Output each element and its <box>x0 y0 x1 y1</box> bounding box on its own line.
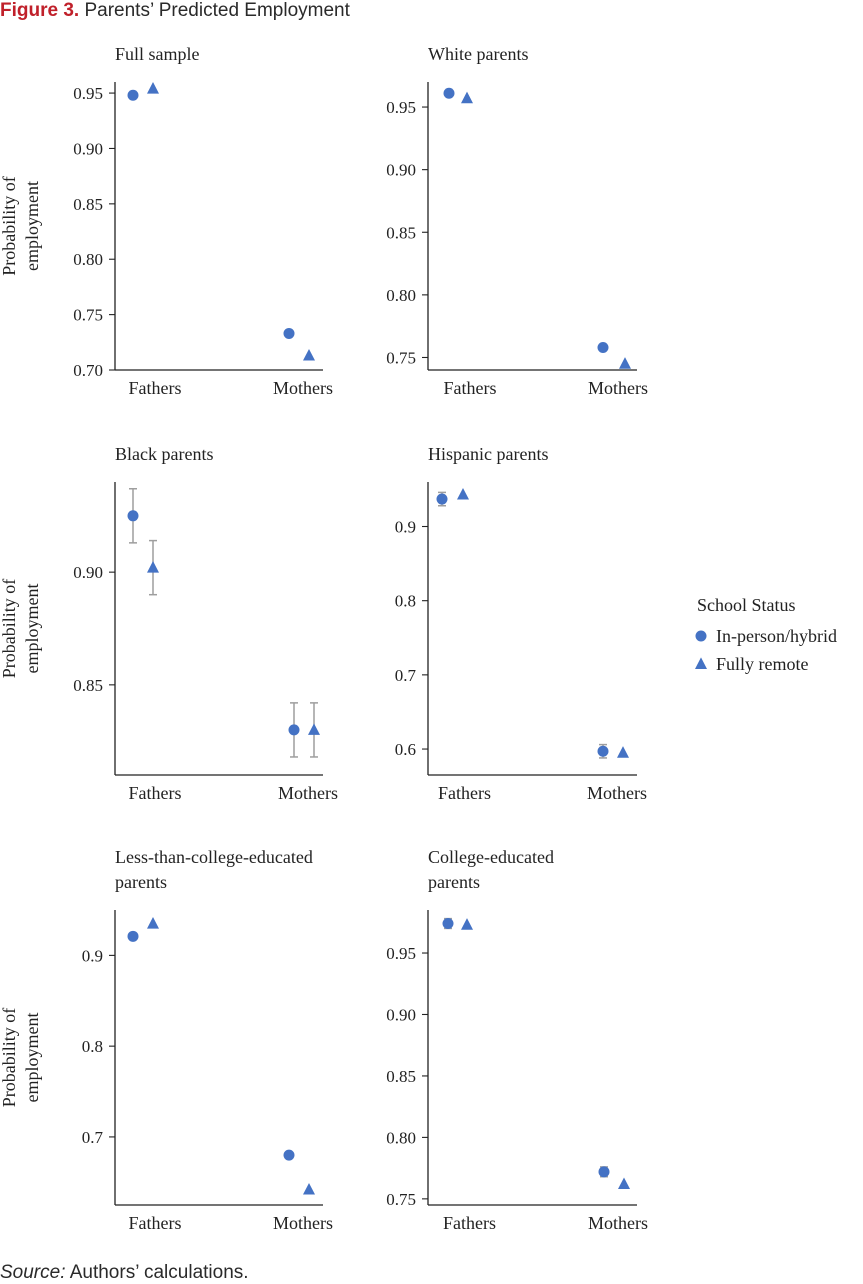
panel-title: Hispanic parents <box>428 444 548 464</box>
x-category-label: Fathers <box>443 1213 496 1233</box>
data-point-circle <box>442 918 454 930</box>
y-tick-label: 0.90 <box>73 139 103 158</box>
y-tick-label: 0.80 <box>386 1128 416 1147</box>
x-category-label: Mothers <box>273 1213 333 1233</box>
panel-2: White parents 0.75 0.80 0.85 0.90 0.95 Fathers… <box>386 44 648 398</box>
source-text: Authors’ calculations. <box>65 1262 249 1283</box>
data-point-circle <box>283 1149 295 1161</box>
y-axis-label-line: Probability of <box>0 579 19 679</box>
y-tick-label: 0.90 <box>386 1005 416 1024</box>
panel-title: parents <box>115 872 167 892</box>
data-point-triangle <box>457 488 469 500</box>
x-category-label: Mothers <box>278 783 338 803</box>
y-tick-label: 0.75 <box>73 306 103 325</box>
legend: School Status In-person/hybrid Fully remot… <box>695 595 837 674</box>
x-category-label: Fathers <box>129 783 182 803</box>
y-axis-label-line: employment <box>22 584 42 674</box>
legend-marker-triangle <box>695 657 707 669</box>
data-point-triangle <box>308 723 320 735</box>
panel-6: College-educated parents 0.75 0.80 0.85 0.90 0… <box>386 847 648 1233</box>
y-tick-label: 0.95 <box>73 84 103 103</box>
y-tick-label: 0.85 <box>386 223 416 242</box>
y-axis-label-line: employment <box>22 181 42 271</box>
y-tick-label: 0.75 <box>386 348 416 367</box>
panel-4: Hispanic parents 0.6 0.7 0.8 0.9 Fathers Mothe… <box>395 444 647 803</box>
figure-label: Figure 3. <box>0 0 80 21</box>
legend-item-label: In-person/hybrid <box>716 626 837 646</box>
data-point-triangle <box>147 82 159 94</box>
data-point-triangle <box>147 917 159 929</box>
data-point-circle <box>127 89 139 101</box>
y-tick-label: 0.9 <box>82 946 103 965</box>
y-axis-label-line: Probability of <box>0 1008 19 1108</box>
x-category-label: Mothers <box>587 783 647 803</box>
data-point-triangle <box>617 746 629 758</box>
x-category-label: Fathers <box>444 378 497 398</box>
data-point-circle <box>127 510 139 522</box>
data-point-circle <box>597 745 609 757</box>
x-category-label: Fathers <box>129 1213 182 1233</box>
y-tick-label: 0.6 <box>395 740 416 759</box>
panel-title: White parents <box>428 44 528 64</box>
legend-title: School Status <box>697 595 796 615</box>
data-point-circle <box>283 327 295 339</box>
y-tick-label: 0.70 <box>73 361 103 380</box>
x-category-label: Fathers <box>438 783 491 803</box>
y-tick-label: 0.95 <box>386 944 416 963</box>
data-point-circle <box>288 724 300 736</box>
x-category-label: Mothers <box>273 378 333 398</box>
data-point-triangle <box>461 91 473 104</box>
y-tick-label: 0.85 <box>386 1067 416 1086</box>
data-point-triangle <box>303 349 315 361</box>
x-category-label: Mothers <box>588 378 648 398</box>
y-axis-label: Probability of employment <box>0 176 42 276</box>
y-tick-label: 0.95 <box>386 98 416 117</box>
data-point-circle <box>598 1166 610 1178</box>
y-tick-label: 0.85 <box>73 195 103 214</box>
y-tick-label: 0.90 <box>386 161 416 180</box>
figure-title-text: Parents’ Predicted Employment <box>84 0 350 21</box>
y-tick-label: 0.8 <box>395 592 416 611</box>
y-axis-label: Probability of employment <box>0 1008 42 1108</box>
data-point-circle <box>436 493 448 505</box>
panel-title: Less-than-college-educated <box>115 847 313 867</box>
x-category-label: Fathers <box>129 378 182 398</box>
y-tick-label: 0.90 <box>73 563 103 582</box>
panel-title: Black parents <box>115 444 213 464</box>
panel-5: Less-than-college-educated parents 0.7 0.8 0… <box>0 847 333 1233</box>
data-point-triangle <box>618 1177 630 1190</box>
panel-1: Full sample 0.70 0.75 0.80 0.85 0.90 0.95 Fathe… <box>0 44 333 398</box>
y-tick-label: 0.80 <box>73 250 103 269</box>
y-tick-label: 0.8 <box>82 1037 103 1056</box>
y-axis-label-line: Probability of <box>0 176 19 276</box>
figure-title: Figure 3. Parents’ Predicted Employment <box>0 0 350 22</box>
panel-3: Black parents 0.85 0.90 Fathers Mothers Proba… <box>0 444 338 803</box>
data-point-triangle <box>461 918 473 930</box>
y-axis-label-line: employment <box>22 1013 42 1103</box>
panel-title: College-educated <box>428 847 554 867</box>
y-axis-label: Probability of employment <box>0 579 42 679</box>
legend-marker-circle <box>695 630 707 642</box>
y-tick-label: 0.7 <box>395 666 417 685</box>
data-point-triangle <box>147 561 159 573</box>
data-point-circle <box>597 341 609 353</box>
data-point-triangle <box>303 1182 315 1195</box>
panel-title: Full sample <box>115 44 200 64</box>
x-category-label: Mothers <box>588 1213 648 1233</box>
y-tick-label: 0.85 <box>73 676 103 695</box>
panel-title: parents <box>428 872 480 892</box>
data-point-triangle <box>619 357 631 369</box>
y-tick-label: 0.9 <box>395 518 416 537</box>
data-point-circle <box>443 87 455 99</box>
source-label: Source: <box>0 1262 66 1283</box>
y-tick-label: 0.75 <box>386 1190 416 1209</box>
y-tick-label: 0.80 <box>386 286 416 305</box>
legend-item-label: Fully remote <box>716 654 809 674</box>
data-point-circle <box>127 930 139 942</box>
y-tick-label: 0.7 <box>82 1128 104 1147</box>
source-note: Source: Authors’ calculations. <box>0 1262 249 1284</box>
